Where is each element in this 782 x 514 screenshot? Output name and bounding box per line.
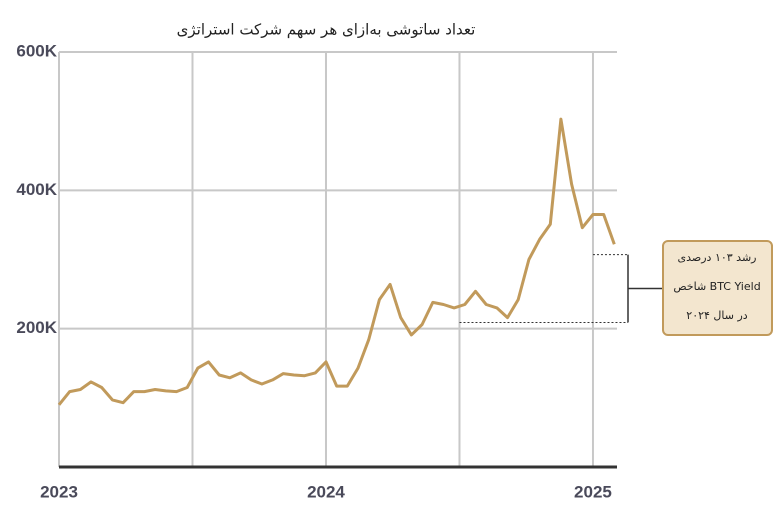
y-tick-label: 600K bbox=[16, 41, 57, 60]
x-tick-label: 2023 bbox=[40, 482, 78, 501]
annotation-box bbox=[662, 240, 773, 336]
annotation-text: شاخص BTC Yield bbox=[673, 280, 760, 293]
y-tick-label: 200K bbox=[16, 318, 57, 337]
y-tick-label: 400K bbox=[16, 180, 57, 199]
x-tick-label: 2025 bbox=[574, 482, 612, 501]
annotation-text: در سال ۲۰۲۴ bbox=[686, 309, 748, 322]
chart-title: تعداد ساتوشی به‌ازای هر سهم شرکت استراتژ… bbox=[177, 21, 476, 39]
x-tick-label: 2024 bbox=[307, 482, 345, 501]
annotation-text: رشد ۱۰۳ درصدی bbox=[678, 251, 757, 264]
data-line bbox=[57, 117, 616, 406]
